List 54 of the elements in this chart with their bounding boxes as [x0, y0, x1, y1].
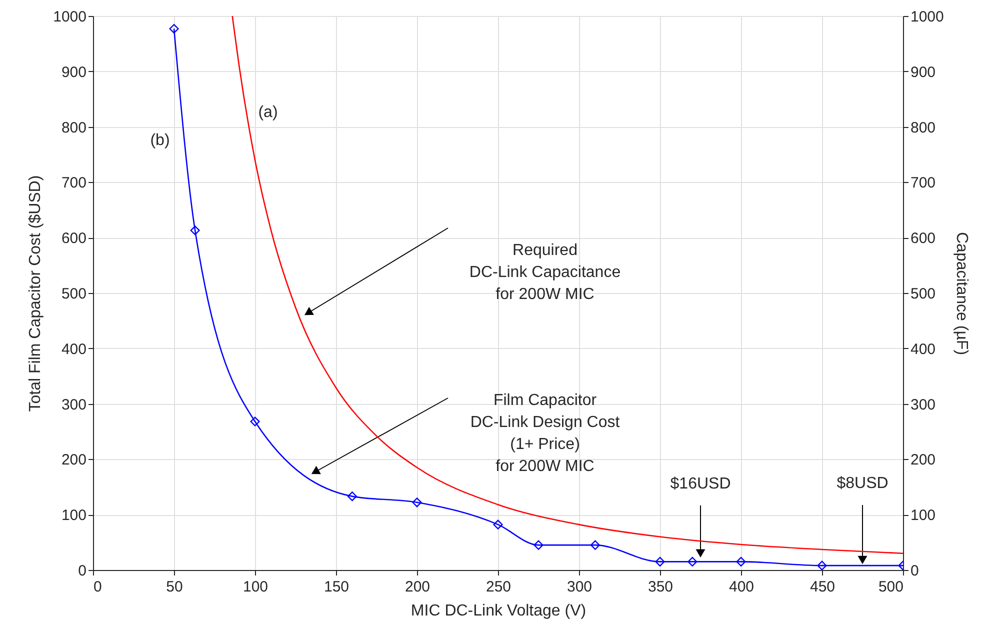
y-axis-title: Total Film Capacitor Cost ($USD) — [27, 175, 44, 412]
annotation: (a) — [258, 104, 278, 121]
y-tick-label: 100 — [61, 507, 86, 524]
y2-tick-label: 1000 — [910, 8, 944, 26]
x-tick-label: 350 — [648, 578, 674, 596]
y-tick-label: 700 — [61, 174, 86, 192]
annotation: Film Capacitor DC-Link Design Cost (1+ Price) for 200W MIC — [470, 392, 620, 475]
point — [736, 556, 746, 566]
y-tick-label: 1000 — [53, 8, 86, 26]
annotation: $16USD — [670, 475, 731, 492]
annotation: Required DC-Link Capacitance for 200W MIC — [469, 242, 621, 303]
y-tick-label: 300 — [61, 396, 86, 414]
x-tick-label: 250 — [486, 578, 512, 596]
point — [534, 540, 544, 550]
y2-tick-label: 500 — [910, 286, 936, 302]
point — [817, 560, 827, 570]
point — [250, 416, 260, 426]
y-tick-label: 500 — [61, 286, 86, 302]
point — [590, 540, 600, 550]
y2-tick-label: 400 — [910, 340, 936, 358]
y2-tick-label: 800 — [910, 119, 936, 136]
x-tick-label: 450 — [810, 578, 836, 596]
point — [190, 226, 200, 236]
x-tick-label: 200 — [404, 578, 430, 596]
y2-tick-label: 100 — [910, 507, 936, 524]
y-tick-label: 800 — [61, 119, 86, 136]
y-tick-label: 600 — [61, 230, 86, 248]
point — [169, 24, 179, 34]
annotation: (b) — [150, 132, 170, 149]
point — [347, 492, 357, 502]
point — [688, 556, 698, 566]
annotation: $8USD — [836, 475, 888, 492]
x-axis-title: MIC DC-Link Voltage (V) — [410, 602, 586, 620]
y-tick-label: 900 — [61, 64, 86, 81]
x-tick-label: 500 — [878, 578, 904, 596]
y2-tick-label: 200 — [910, 452, 936, 469]
x-tick-label: 400 — [728, 578, 754, 596]
y-tick-label: 0 — [78, 562, 86, 580]
x-tick-label: 100 — [242, 578, 268, 596]
y-tick-label: 200 — [61, 452, 86, 469]
x-tick-label: 0 — [94, 578, 102, 596]
y2-tick-label: 0 — [910, 562, 919, 580]
x-tick-label: 50 — [166, 578, 183, 596]
y2-tick-label: 900 — [910, 64, 936, 81]
point — [412, 498, 422, 508]
point — [655, 556, 665, 566]
x-tick-label: 300 — [566, 578, 592, 596]
y2-tick-label: 300 — [910, 396, 936, 414]
x-tick-label: 150 — [324, 578, 350, 596]
y-tick-label: 400 — [61, 340, 86, 358]
y2-tick-label: 700 — [910, 174, 936, 192]
y2-axis-title: Capacitance (µF) — [952, 232, 970, 356]
y2-tick-label: 600 — [910, 230, 936, 248]
point — [493, 520, 503, 530]
